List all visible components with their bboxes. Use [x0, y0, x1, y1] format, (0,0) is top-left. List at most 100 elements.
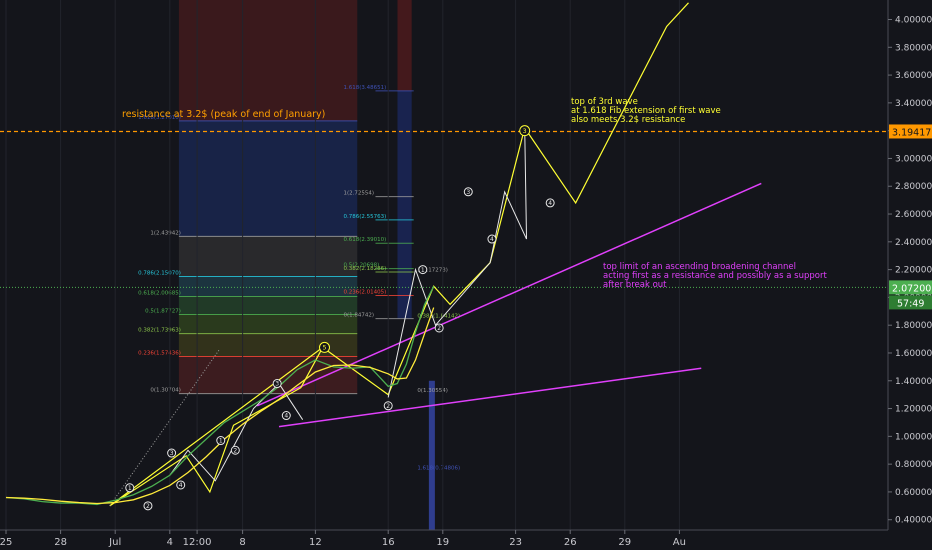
wave-label: 4: [490, 236, 494, 243]
wave-label-circle: [319, 341, 330, 353]
wave-label-circle: [216, 436, 226, 446]
wave-label: 3: [170, 450, 174, 457]
y-tick-label: 0.80000: [895, 460, 932, 470]
x-tick-label: 12:00: [183, 537, 212, 548]
last-price-label: 2.07200: [892, 283, 931, 294]
fib-zone: [178, 236, 358, 277]
wave-count-line: [387, 127, 528, 398]
fib-zone: [178, 314, 358, 334]
x-tick-label: 23: [509, 537, 522, 548]
wave-label-circle: [418, 265, 428, 275]
x-tick-label: 28: [54, 537, 67, 548]
wave-label: 2: [233, 447, 237, 454]
wave-label-circle: [463, 187, 473, 197]
fib-level-label-right: 0.382(2.18286): [343, 266, 386, 272]
wave-label-circle: [383, 401, 393, 411]
wave-label: 4: [548, 200, 552, 207]
wave-label-circle: [272, 379, 282, 389]
wave-label: 2: [146, 503, 150, 510]
wave-label-circle: [281, 411, 291, 421]
wave-label-circle: [230, 445, 240, 455]
y-tick-label: 1.80000: [895, 321, 932, 331]
x-tick-label: 12: [309, 537, 322, 548]
wave-label-circle: [434, 323, 444, 333]
wave-label: 3: [275, 381, 279, 388]
x-tick-label: 8: [239, 537, 245, 548]
y-tick-label: 2.20000: [895, 266, 932, 276]
wave-label: 1: [421, 267, 425, 274]
fib-zone-right-top: [397, 0, 412, 91]
fib-level-label-right: 0.786(2.55763): [343, 214, 386, 220]
fib-level-label-right: 0.382(1.84142): [417, 313, 460, 319]
resistance-annotation: resistance at 3.2$ (peak of end of Janua…: [122, 109, 325, 120]
y-tick-label: 0.60000: [895, 488, 932, 498]
x-tick-label: 4: [167, 537, 173, 548]
elliott-projection-line: [109, 262, 491, 507]
y-tick-label: 3.00000: [895, 154, 932, 164]
x-tick-label: 29: [618, 537, 631, 548]
broadening-channel-line: [278, 367, 702, 428]
fib-level-label: 0.618(2.00685): [138, 290, 181, 296]
fib-zone-top: [178, 0, 358, 121]
fib-level-label: 0.786(2.15070): [138, 270, 181, 276]
fib-zone-right: [397, 90, 412, 319]
wave-label: 4: [284, 413, 288, 420]
channel-annotation-line2: acting first as a resistance and possibl…: [603, 271, 827, 281]
countdown-flag: [889, 295, 932, 310]
y-tick-label: 1.00000: [895, 432, 932, 442]
fib-level-label: 1.618(3.27010): [138, 115, 181, 121]
broadening-channel-line: [256, 182, 762, 407]
x-tick-label: Au: [673, 537, 686, 548]
wave-label: 3: [466, 189, 470, 196]
y-tick-label: 0.40000: [895, 516, 932, 526]
wave3-annotation-line2: at 1.618 Fib extension of first wave: [571, 106, 721, 116]
resistance-price-label: 3.19417: [892, 127, 931, 138]
wave3-annotation-line3: also meets 3.2$ resistance: [571, 115, 685, 125]
x-axis-panel: [0, 530, 932, 550]
wave-label-circle: [519, 125, 531, 137]
wave-label-circle: [143, 501, 153, 511]
moving-average-line: [5, 307, 435, 505]
wave-label-circle: [125, 483, 135, 493]
fib-level-label-right: 1(3.17273): [417, 267, 448, 273]
wave-label-circle: [176, 480, 186, 490]
y-tick-label: 3.60000: [895, 71, 932, 81]
x-tick-label: 25: [0, 537, 12, 548]
y-tick-label: 1.40000: [895, 377, 932, 387]
x-tick-label: Jul: [108, 537, 121, 548]
fib-level-label-right: 0(1.30554): [417, 388, 448, 394]
wave-label-circle: [487, 234, 497, 244]
wave-label: 1: [219, 438, 223, 445]
channel-annotation-line3: after break out: [603, 280, 667, 290]
fib-zone: [178, 296, 358, 315]
wave-label: 1: [128, 485, 132, 492]
y-tick-label: 2.80000: [895, 182, 932, 192]
price-series: [5, 285, 435, 506]
wave-label: 5: [323, 345, 327, 352]
fib-level-label: 1(2.43942): [150, 230, 181, 236]
fib-zone: [178, 120, 358, 237]
text-annotations: resistance at 3.2$ (peak of end of Janua…: [122, 97, 827, 290]
fib-level-label-right: 0.5(2.20698): [343, 263, 379, 269]
fib-level-label-right: 0(1.84742): [343, 313, 374, 319]
wave-label: 2: [386, 403, 390, 410]
fib-level-label-right: 1(2.72554): [343, 191, 374, 197]
wave-label-circle: [167, 448, 177, 458]
y-axis-panel: [888, 0, 932, 550]
fib-level-label-right: 1.618(3.48651): [343, 85, 386, 91]
x-tick-label: 19: [436, 537, 449, 548]
y-tick-label: 3.40000: [895, 99, 932, 109]
fib-level-label-right: 0.618(2.39010): [343, 237, 386, 243]
x-tick-label: 26: [564, 537, 577, 548]
fib-level-label: 0.5(1.87727): [145, 308, 181, 314]
elliott-projection-line: [109, 347, 324, 507]
fib-level-label: 0.236(1.57436): [138, 351, 181, 357]
x-tick-label: 16: [382, 537, 395, 548]
countdown-label: 57:49: [897, 298, 924, 309]
y-tick-label: 3.80000: [895, 43, 932, 53]
y-tick-label: 2.40000: [895, 238, 932, 248]
wave-label: 2: [437, 325, 441, 332]
elliott-projection-line: [489, 2, 689, 263]
